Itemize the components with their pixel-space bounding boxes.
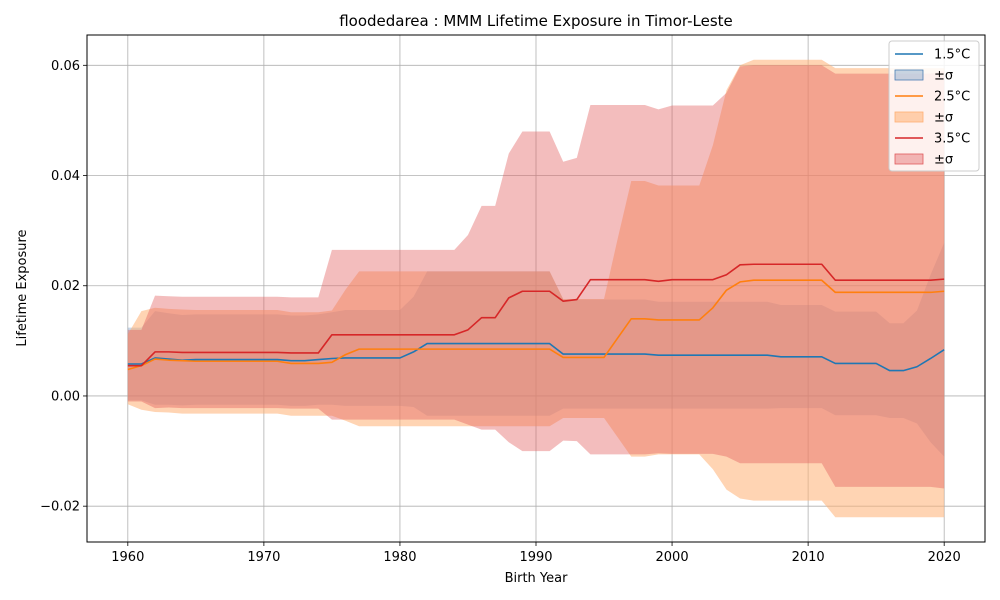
x-tick-label: 2000 — [656, 550, 689, 565]
legend-label: 2.5°C — [934, 90, 970, 105]
line-series-0 — [127, 342, 945, 372]
legend-band-label: ±σ — [934, 69, 953, 84]
legend-band-swatch — [894, 153, 924, 165]
legend-band-label: ±σ — [934, 153, 953, 168]
x-tick-label: 2020 — [928, 550, 961, 565]
legend-label: 1.5°C — [934, 48, 970, 63]
line-series-1 — [127, 279, 945, 371]
band-series-2 — [127, 65, 945, 489]
y-tick-label: 0.02 — [51, 279, 80, 294]
x-tick-label: 1960 — [111, 550, 144, 565]
x-axis-ticks: 1960 1970 1980 1990 2000 2010 2020 — [111, 542, 961, 565]
y-axis-title: Lifetime Exposure — [15, 229, 30, 346]
line-series-2 — [127, 263, 945, 367]
x-tick-label: 1970 — [247, 550, 280, 565]
legend: 1.5°C ±σ 2.5°C ±σ 3.5°C ±σ — [888, 40, 980, 172]
x-axis-title: Birth Year — [505, 571, 569, 586]
legend-band-swatch — [894, 111, 924, 123]
legend-label: 3.5°C — [934, 132, 970, 147]
legend-band-label: ±σ — [934, 111, 953, 126]
y-tick-label: 0.06 — [51, 59, 80, 74]
series-lines — [127, 263, 945, 372]
y-axis-ticks: −0.02 0.00 0.02 0.04 0.06 — [40, 59, 87, 515]
x-tick-label: 2010 — [792, 550, 825, 565]
x-tick-label: 1990 — [519, 550, 552, 565]
y-tick-label: 0.04 — [51, 169, 80, 184]
y-tick-label: 0.00 — [51, 389, 80, 404]
chart-title: floodedarea : MMM Lifetime Exposure in T… — [339, 12, 733, 30]
x-tick-label: 1980 — [383, 550, 416, 565]
band-series-1 — [127, 59, 945, 518]
y-tick-label: −0.02 — [40, 500, 80, 515]
legend-band-swatch — [894, 69, 924, 81]
